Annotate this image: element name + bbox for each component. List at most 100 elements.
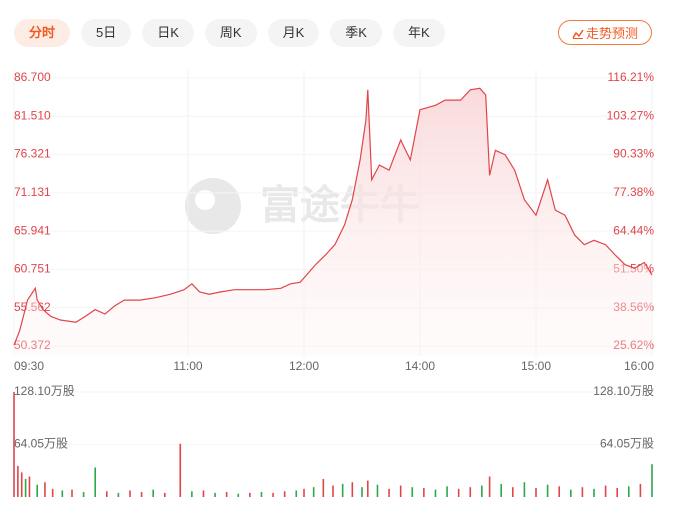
- y-tick-label: 71.131: [14, 185, 51, 199]
- volume-bar: [152, 489, 154, 497]
- volume-bar: [469, 487, 472, 497]
- y2-tick-label: 25.62%: [613, 338, 654, 352]
- volume-bar: [44, 482, 46, 497]
- y-tick-label: 50.372: [14, 338, 51, 352]
- watermark-text: 富途牛牛: [260, 183, 420, 228]
- volume-bar: [367, 480, 369, 497]
- volume-bar: [570, 489, 572, 497]
- volume-bar: [535, 487, 537, 497]
- volume-bar: [628, 486, 630, 497]
- volume-bar: [376, 484, 379, 497]
- volume-bar: [13, 392, 15, 497]
- forecast-label: 走势预测: [585, 26, 638, 41]
- y2-tick-label: 64.05万股: [600, 437, 654, 451]
- volume-bar: [71, 489, 73, 497]
- volume-bar: [283, 491, 286, 497]
- volume-bar: [399, 485, 402, 497]
- volume-bar: [164, 492, 166, 497]
- volume-bar: [351, 482, 354, 497]
- volume-bar: [179, 443, 182, 497]
- volume-bar: [249, 492, 251, 497]
- y2-tick-label: 64.44%: [613, 223, 654, 237]
- volume-bar: [106, 491, 108, 497]
- tab[interactable]: 分时: [14, 19, 71, 47]
- y-tick-label: 76.321: [14, 147, 51, 161]
- volume-bar: [20, 472, 23, 497]
- tab[interactable]: 周K: [204, 19, 257, 47]
- volume-bar: [434, 489, 437, 497]
- tab[interactable]: 年K: [392, 19, 445, 47]
- y-tick-label: 60.751: [14, 262, 51, 276]
- tab[interactable]: 月K: [267, 19, 320, 47]
- volume-bar: [272, 492, 274, 497]
- watermark: 富途牛牛: [185, 178, 420, 234]
- x-tick-label: 09:30: [14, 359, 44, 373]
- volume-bar: [191, 491, 193, 497]
- volume-bar: [488, 476, 491, 497]
- volume-bar: [593, 488, 595, 497]
- price-area: [14, 88, 652, 357]
- y2-tick-label: 51.50%: [613, 262, 654, 276]
- volume-bar: [140, 492, 143, 497]
- x-tick-label: 16:00: [624, 359, 654, 373]
- volume-bar: [616, 487, 618, 497]
- x-tick-label: 12:00: [289, 359, 319, 373]
- y-tick-label: 65.941: [14, 223, 51, 237]
- volume-bar: [581, 487, 584, 497]
- volume-bar: [303, 488, 305, 497]
- volume-bar: [82, 492, 85, 497]
- volume-bar: [312, 487, 315, 497]
- y-tick-label: 86.700: [14, 70, 51, 84]
- volume-bar: [117, 492, 120, 497]
- y2-tick-label: 103.27%: [607, 108, 655, 122]
- y2-tick-label: 90.33%: [613, 147, 654, 161]
- volume-bar: [36, 484, 38, 497]
- volume-bar: [446, 486, 448, 497]
- volume-bar: [94, 467, 96, 497]
- tab[interactable]: 季K: [330, 19, 382, 47]
- trend-icon: [572, 29, 584, 39]
- y2-tick-label: 128.10万股: [593, 384, 654, 398]
- volume-bar: [332, 485, 334, 497]
- y2-tick-label: 38.56%: [613, 300, 654, 314]
- volume-bar: [423, 487, 425, 497]
- tab[interactable]: 5日: [81, 19, 132, 47]
- volume-bar: [24, 478, 27, 497]
- volume-bar: [28, 476, 31, 497]
- volume-bar: [295, 490, 298, 497]
- volume-bar: [457, 488, 460, 497]
- volume-bar: [225, 492, 228, 497]
- volume-bar: [651, 464, 653, 497]
- volume-bar: [604, 485, 607, 497]
- y2-tick-label: 77.38%: [613, 185, 654, 199]
- volume-bar: [481, 485, 483, 497]
- volume-bar: [237, 493, 240, 497]
- y-tick-label: 64.05万股: [14, 437, 68, 451]
- y-tick-label: 128.10万股: [14, 384, 75, 398]
- volume-bar: [17, 465, 19, 497]
- volume-bar: [129, 490, 131, 497]
- tab-bar: 分时 5日 日K 周K 月K 季K 年K: [14, 19, 445, 47]
- forecast-button[interactable]: 走势预测: [558, 20, 652, 45]
- price-line: [13, 87, 653, 346]
- volume-bar: [322, 478, 325, 497]
- volume-bar: [51, 488, 54, 497]
- volume-bar: [639, 483, 642, 497]
- volume-bar: [202, 490, 205, 497]
- volume-bar: [411, 487, 414, 497]
- volume-bar: [546, 484, 549, 497]
- volume-bar: [361, 487, 363, 497]
- tab[interactable]: 日K: [142, 19, 194, 47]
- volume-bar: [512, 487, 514, 497]
- y-tick-label: 55.562: [14, 300, 51, 314]
- volume-bar: [341, 483, 344, 497]
- volume-bar: [388, 488, 390, 497]
- x-tick-label: 15:00: [521, 359, 551, 373]
- volume-bar: [558, 486, 560, 497]
- volume-bar: [214, 492, 216, 497]
- volume-bar: [523, 482, 526, 497]
- volume-bar: [500, 483, 502, 497]
- volume-bar: [61, 490, 64, 497]
